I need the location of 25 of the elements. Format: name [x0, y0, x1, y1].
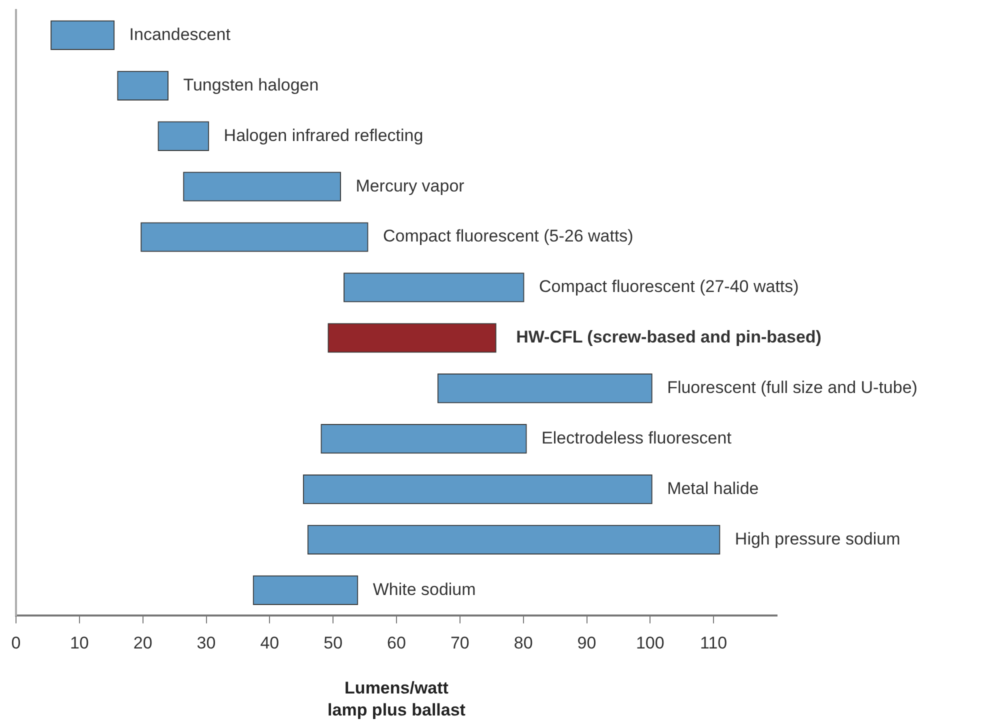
y-tick-label: Incandescent — [129, 24, 231, 44]
y-tick-label: Fluorescent (full size and U-tube) — [667, 378, 918, 398]
x-tick-label: 0 — [11, 633, 21, 652]
x-tick-label: 90 — [577, 633, 596, 652]
y-tick-label: Metal halide — [667, 478, 759, 498]
x-tick-label: 80 — [514, 633, 533, 652]
x-tick-label: 50 — [324, 633, 343, 652]
x-tick-label: 40 — [260, 633, 280, 652]
x-tick-label: 30 — [196, 633, 216, 652]
y-tick-label: Halogen infrared reflecting — [224, 126, 424, 145]
y-tick-label: High pressure sodium — [734, 529, 900, 548]
y-tick-label: Electrodeless fluorescent — [542, 428, 732, 448]
y-tick-label: Compact fluorescent (5-26 watts) — [382, 226, 634, 246]
y-tick-label: Compact fluorescent (27-40 watts) — [538, 277, 799, 296]
x-tick-label: 100 — [636, 633, 664, 652]
x-tick-label: 110 — [700, 633, 728, 652]
y-tick-label: Mercury vapor — [356, 176, 465, 196]
x-tick-label: 70 — [450, 633, 470, 652]
y-tick-label: HW-CFL (screw-based and pin-based) — [516, 328, 822, 347]
x-axis-title: Lumens/watt lamp plus ballast — [328, 678, 466, 720]
x-tick-label: 20 — [133, 633, 152, 652]
x-tick-label: 60 — [387, 633, 406, 652]
x-tick-label: 10 — [70, 633, 89, 652]
y-tick-label: Tungsten halogen — [183, 75, 319, 94]
y-tick-label: White sodium — [372, 580, 476, 599]
